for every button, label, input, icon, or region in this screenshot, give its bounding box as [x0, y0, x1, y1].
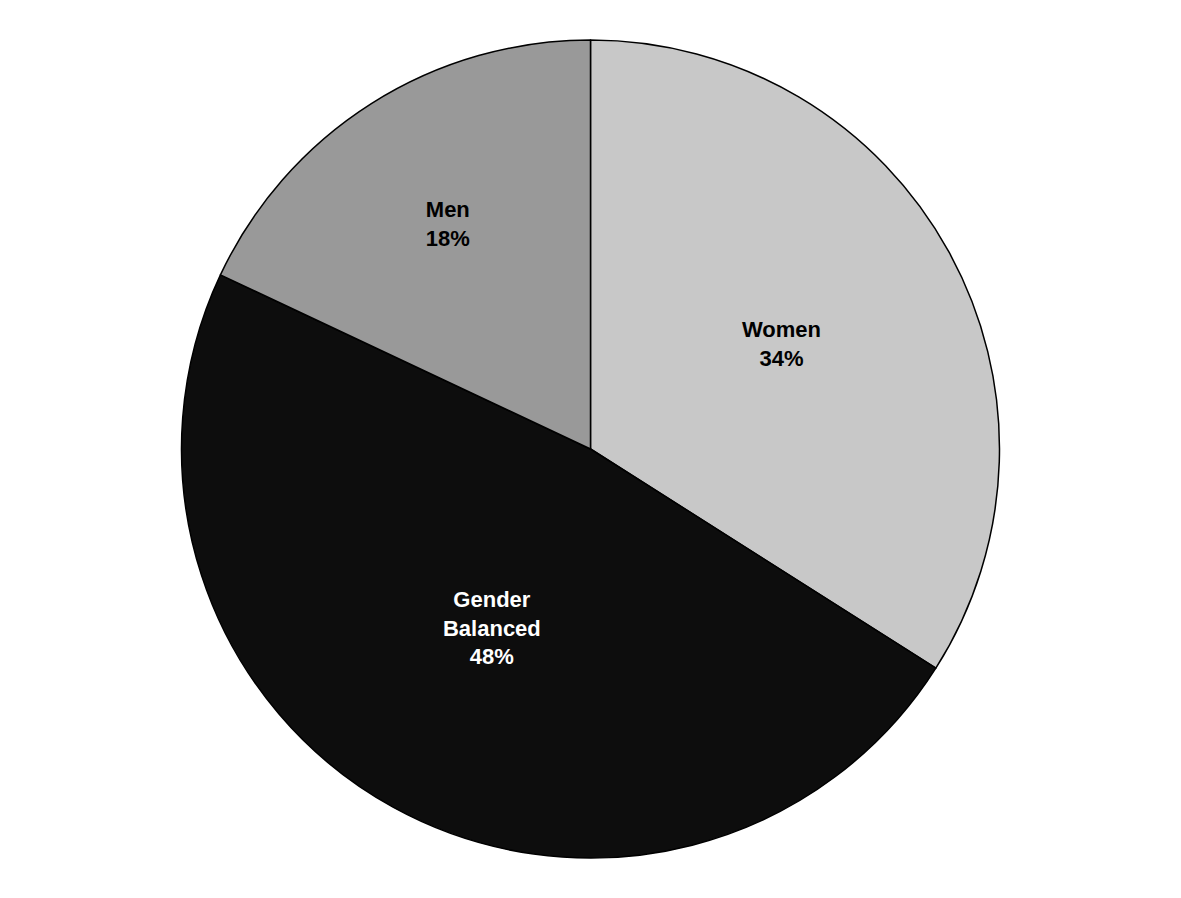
- svg-text:GenderBalanced48%: GenderBalanced48%: [443, 587, 541, 669]
- svg-text:Men18%: Men18%: [426, 197, 470, 251]
- svg-text:Women34%: Women34%: [742, 317, 821, 371]
